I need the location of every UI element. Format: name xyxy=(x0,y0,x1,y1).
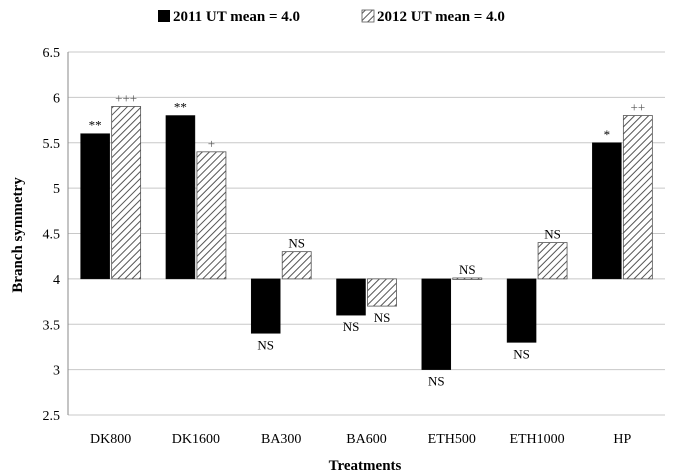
x-axis-ticks: DK800 DK1600 BA300 BA600 ETH500 ETH1000 HP xyxy=(90,432,631,447)
bar-2011-dk1600 xyxy=(165,115,196,280)
y-tick-label: 3 xyxy=(53,364,60,379)
bar-annotation: * xyxy=(604,127,611,142)
legend: 2011 UT mean = 4.0 2012 UT mean = 4.0 xyxy=(158,9,505,25)
y-tick-label: 4 xyxy=(53,273,60,288)
bar-annotations: ** +++ ** + NS NS NS NS NS NS NS NS * ++ xyxy=(89,90,646,388)
bar-2012-ba300 xyxy=(281,251,312,280)
bar-2012-ba600 xyxy=(367,278,397,307)
bar-2011-dk800 xyxy=(80,133,110,280)
y-axis-ticks: 2.5 3 3.5 4 4.5 5 5.5 6 6.5 xyxy=(43,46,61,424)
x-tick-label: BA300 xyxy=(261,432,301,447)
y-tick-label: 3.5 xyxy=(43,318,61,333)
bar-2011-ba600 xyxy=(336,278,366,316)
bar-2012-dk800 xyxy=(111,106,142,280)
bar-2012-eth500 xyxy=(452,277,483,280)
x-tick-label: BA600 xyxy=(346,432,386,447)
bar-annotation: NS xyxy=(374,310,391,325)
bar-annotation: NS xyxy=(288,236,305,251)
y-tick-label: 2.5 xyxy=(43,409,61,424)
bar-2011-ba300 xyxy=(250,278,281,334)
y-tick-label: 6.5 xyxy=(43,46,61,61)
x-axis-title: Treatments xyxy=(329,458,402,474)
bar-annotation: NS xyxy=(343,319,360,334)
legend-label-2012: 2012 UT mean = 4.0 xyxy=(377,9,505,25)
y-tick-label: 6 xyxy=(53,91,60,106)
bar-annotation: NS xyxy=(428,374,445,389)
bar-2011-eth500 xyxy=(421,278,452,370)
bar-annotation: +++ xyxy=(115,90,137,105)
x-tick-label: ETH500 xyxy=(428,432,476,447)
bar-2011-eth1000 xyxy=(506,278,537,343)
x-tick-label: HP xyxy=(613,432,631,447)
bar-annotation: NS xyxy=(544,227,561,242)
y-axis-title: Branch symmetry xyxy=(10,177,26,293)
bar-2011-hp xyxy=(592,142,622,280)
bar-2012-eth1000 xyxy=(537,242,568,280)
y-tick-label: 4.5 xyxy=(43,228,61,243)
legend-swatch-2012 xyxy=(361,9,375,23)
bar-annotation: ** xyxy=(174,100,187,115)
bar-annotation: ** xyxy=(89,118,102,133)
x-tick-label: ETH1000 xyxy=(509,432,564,447)
bar-annotation: ++ xyxy=(631,100,646,115)
x-tick-label: DK1600 xyxy=(172,432,220,447)
legend-label-2011: 2011 UT mean = 4.0 xyxy=(173,9,300,25)
y-tick-label: 5 xyxy=(53,182,60,197)
bar-2012-hp xyxy=(622,115,653,280)
gridlines xyxy=(68,51,665,416)
bar-annotation: NS xyxy=(257,337,274,352)
bar-annotation: + xyxy=(208,136,215,151)
y-tick-label: 5.5 xyxy=(43,137,61,152)
bar-2012-dk1600 xyxy=(196,151,227,280)
bar-annotation: NS xyxy=(513,346,530,361)
legend-swatch-2011 xyxy=(158,10,170,22)
bar-annotation: NS xyxy=(459,262,476,277)
x-tick-label: DK800 xyxy=(90,432,131,447)
bars xyxy=(80,106,653,370)
